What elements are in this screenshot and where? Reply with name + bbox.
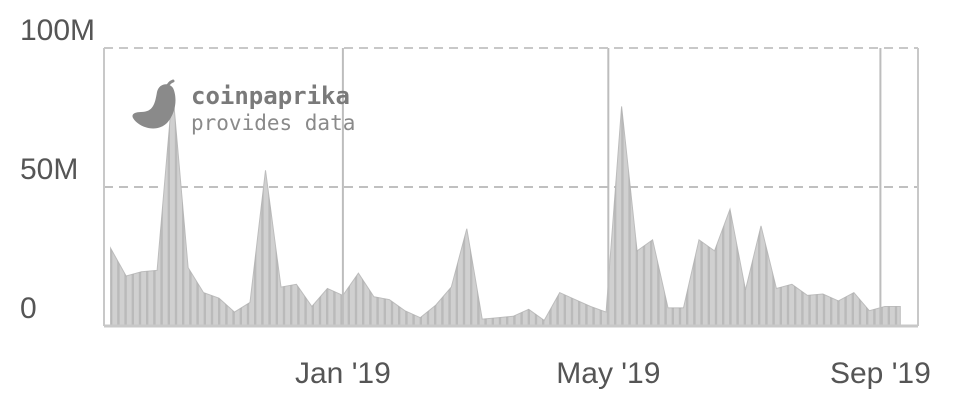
x-tick-label: May '19 (556, 357, 660, 390)
y-tick-label: 0 (20, 292, 37, 325)
area-bar (369, 89, 372, 326)
area-bar (534, 89, 538, 326)
area-bar (729, 89, 732, 326)
watermark-name: coinpaprika (191, 82, 350, 110)
area-bar (686, 89, 689, 326)
area-bar (563, 89, 566, 326)
area-bar (383, 89, 386, 326)
area-bar (909, 48, 911, 326)
area-bar (621, 89, 624, 326)
area-bar (866, 89, 869, 326)
area-bar (261, 89, 264, 326)
y-axis-labels: 0 50M 100M (20, 14, 95, 325)
area-bar (268, 89, 271, 326)
area-bar (398, 89, 401, 326)
y-tick-label: 50M (20, 153, 78, 186)
area-bar (628, 89, 631, 326)
area-bar (491, 89, 494, 326)
area-bar (174, 89, 178, 326)
area-bar (520, 89, 523, 326)
area-bar (894, 89, 898, 326)
area-bar (506, 89, 509, 326)
plot-frame (103, 47, 919, 328)
area-bar (714, 89, 718, 326)
coinpaprika-watermark: coinpaprika provides data (132, 79, 355, 135)
area-bar (671, 89, 674, 326)
x-axis-labels: Jan '19 May '19 Sep '19 (295, 357, 931, 390)
area-bar (146, 89, 149, 326)
pepper-icon (132, 79, 176, 129)
area-bar (851, 89, 854, 326)
x-tick-label: Jan '19 (295, 357, 391, 390)
area-bar (700, 89, 703, 326)
y-tick-label: 100M (20, 14, 95, 47)
watermark-tagline: provides data (191, 111, 355, 135)
area-bar (549, 89, 552, 326)
area-bar (578, 89, 581, 326)
area-bar (354, 89, 358, 326)
area-bar (167, 89, 170, 326)
area-bar (758, 89, 761, 326)
area-bar (614, 89, 617, 326)
area-bar (131, 89, 134, 326)
x-tick-label: Sep '19 (830, 357, 931, 390)
